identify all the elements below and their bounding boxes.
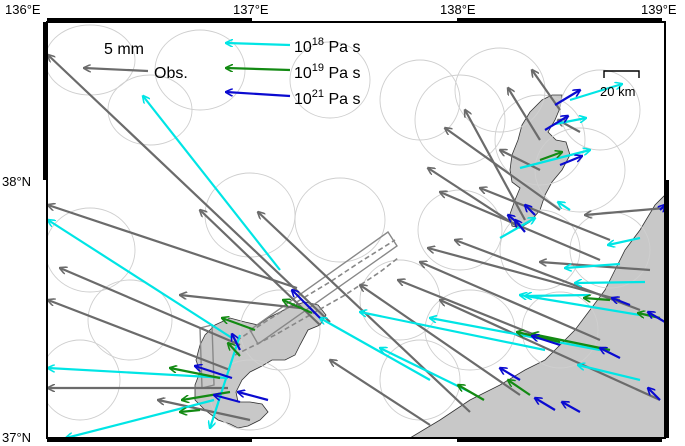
model-1e21-arrow: [508, 215, 521, 226]
obs-arrow: [200, 210, 321, 326]
scale-bar: 20 km: [600, 70, 640, 99]
lon-tick-label: 136°E: [5, 2, 41, 17]
lon-tick-label: 137°E: [233, 2, 269, 17]
model-1e21-arrow: [232, 334, 241, 351]
lat-tick-label: 38°N: [2, 174, 31, 189]
model-1e18-arrow: [565, 262, 621, 268]
fault-trace: [229, 239, 396, 346]
model-1e18-arrow: [569, 84, 622, 102]
obs-arrow: [480, 188, 611, 242]
model-1e18-arrow: [608, 236, 641, 245]
model-1e21-arrow: [554, 90, 580, 106]
legend-1e21-label: 1021 Pa s: [294, 88, 361, 108]
model-1e18-arrow: [360, 312, 546, 352]
obs-arrow: [48, 300, 231, 372]
model-1e18-arrow: [143, 96, 281, 271]
obs-arrow: [158, 400, 251, 422]
obs-arrow: [360, 285, 521, 396]
obs-arrow: [60, 268, 241, 347]
lat-tick-label: 37°N: [2, 430, 31, 445]
model-1e19-arrow: [539, 152, 562, 162]
lon-tick-label: 138°E: [440, 2, 476, 17]
obs-arrow: [585, 206, 665, 215]
legend-scale-label: 5 mm: [104, 41, 144, 58]
model-1e21-arrow: [544, 116, 568, 131]
model-1e18-arrow: [66, 398, 215, 438]
obs-arrow: [445, 128, 561, 211]
model-1e19-arrow: [182, 390, 231, 400]
model-1e18-arrow: [525, 295, 591, 296]
model-1e19-arrow: [283, 300, 313, 315]
model-1e21-arrow: [238, 392, 269, 402]
model-1e19-arrow: [532, 334, 611, 352]
obs-arrow: [48, 205, 298, 290]
model-1e21-arrow: [559, 156, 582, 167]
model-1e19-arrow: [458, 385, 485, 401]
model-1e19-arrow: [222, 318, 256, 332]
obs-arrow: [455, 240, 641, 312]
model-1e18-arrow: [578, 365, 641, 382]
legend-1e18-arrow: [226, 43, 291, 45]
model-1e21-arrow: [214, 395, 241, 404]
model-1e19-arrow: [584, 298, 611, 300]
model-1e21-arrow: [500, 368, 521, 381]
model-1e21-arrow: [532, 336, 561, 347]
obs-arrow: [48, 55, 331, 323]
model-1e19-arrow: [180, 410, 201, 412]
model-1e18-arrow: [499, 218, 535, 239]
legend: 5 mm Obs. 1018 Pa s 1019 Pa s 1021 Pa s: [84, 36, 361, 108]
obs-arrow: [428, 168, 521, 229]
obs-arrow: [508, 88, 541, 141]
model-1e18-arrow: [48, 220, 233, 339]
scale-bar-label: 20 km: [600, 84, 635, 99]
model-1e21-arrow: [648, 312, 665, 323]
obs-arrow: [532, 70, 561, 111]
model-1e21-arrow: [600, 348, 621, 359]
legend-1e19-label: 1019 Pa s: [294, 62, 361, 82]
model-1e18-arrow: [558, 202, 571, 211]
model-1e19-arrow: [170, 368, 221, 380]
model-1e19-arrow: [228, 343, 241, 357]
lon-tick-label: 139°E: [641, 2, 677, 17]
honshu-coast-land: [409, 194, 665, 438]
model-1e21-arrow: [612, 298, 631, 307]
obs-arrow: [330, 360, 431, 426]
obs-arrow: [440, 300, 661, 402]
model-1e18-arrow: [380, 348, 471, 393]
frame-ticks: [43, 18, 669, 442]
model-1e18-arrow: [48, 368, 229, 380]
fault-trace: [234, 257, 399, 356]
model-1e18-arrow: [520, 295, 641, 317]
obs-arrow: [420, 262, 601, 342]
model-1e19-arrow: [508, 380, 531, 396]
legend-1e19-arrow: [226, 68, 291, 70]
legend-1e21-arrow: [226, 92, 291, 98]
obs-arrow: [180, 295, 301, 310]
model-1e21-arrow: [292, 290, 321, 319]
obs-arrow: [500, 150, 541, 171]
model-1e21-arrow: [525, 205, 536, 216]
legend-obs-label: Obs.: [154, 65, 188, 82]
fault-box: [249, 231, 398, 346]
model-1e21-arrow: [195, 366, 233, 380]
obs-arrow: [465, 110, 526, 221]
model-1e18-arrow: [320, 318, 431, 381]
model-1e21-arrow: [562, 402, 581, 413]
model-1e18-arrow: [430, 318, 601, 352]
legend-obs-arrow: [84, 68, 149, 71]
model-1e21-arrow: [535, 398, 556, 411]
legend-1e18-label: 1018 Pa s: [294, 36, 361, 56]
model-1e21-arrow: [648, 388, 661, 401]
model-1e18-arrow: [519, 150, 590, 170]
model-1e18-arrow: [575, 282, 646, 283]
